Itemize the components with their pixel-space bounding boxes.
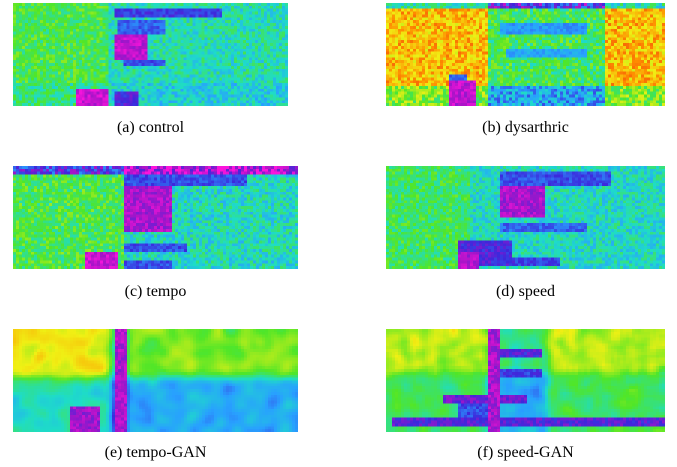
spectrogram-tempo-gan-image — [13, 329, 298, 432]
spectrogram-dysarthric — [386, 3, 665, 106]
spectrogram-dysarthric-image — [386, 3, 665, 106]
spectrogram-speed-gan — [386, 329, 665, 432]
caption-control: (a) control — [116, 119, 185, 136]
caption-tempo-gan: (e) tempo-GAN — [104, 444, 207, 461]
spectrogram-tempo — [13, 166, 298, 269]
caption-speed-gan: (f) speed-GAN — [477, 444, 574, 461]
spectrogram-speed-image — [386, 166, 665, 269]
spectrogram-tempo-image — [13, 166, 298, 269]
spectrogram-control-image — [13, 3, 288, 106]
caption-tempo: (c) tempo — [124, 283, 187, 300]
caption-dysarthric: (b) dysarthric — [482, 119, 569, 136]
caption-speed: (d) speed — [495, 283, 556, 300]
spectrogram-control — [13, 3, 288, 106]
spectrogram-tempo-gan — [13, 329, 298, 432]
spectrogram-speed-gan-image — [386, 329, 665, 432]
spectrogram-speed — [386, 166, 665, 269]
